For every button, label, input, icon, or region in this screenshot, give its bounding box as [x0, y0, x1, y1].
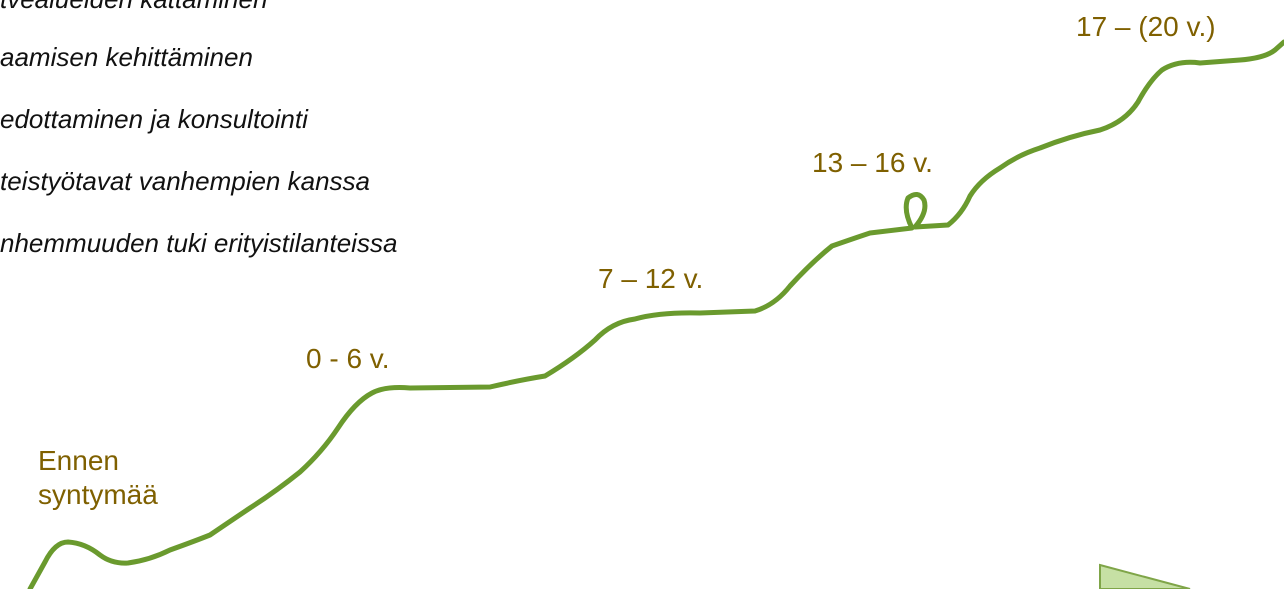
- stage-label: 13 – 16 v.: [812, 146, 933, 180]
- list-item: edottaminen ja konsultointi: [0, 104, 308, 134]
- stage-label: 7 – 12 v.: [598, 262, 703, 296]
- list-item: aamisen kehittäminen: [0, 42, 253, 72]
- life-path-curve: [27, 39, 1284, 589]
- list-item: teistyötavat vanhempien kanssa: [0, 166, 370, 196]
- stage-label-line: syntymää: [38, 479, 158, 510]
- arrow-shape: [1099, 563, 1191, 589]
- list-item: nhemmuuden tuki erityistilanteissa: [0, 228, 398, 258]
- list-item: tvealueiden kattaminen: [0, 0, 267, 15]
- stage-label-line: 7 – 12 v.: [598, 263, 704, 294]
- stage-label: Ennen syntymää: [38, 444, 158, 512]
- stage-label: 17 – (20 v.): [1076, 10, 1216, 44]
- stage-label-line: 13 – 16 v.: [812, 147, 933, 178]
- stage-label: 0 - 6 v.: [306, 342, 390, 376]
- stage-label-line: 17 – (20 v.): [1076, 11, 1216, 42]
- stage-label-line: 0 - 6 v.: [306, 343, 390, 374]
- stage-label-line: Ennen: [38, 445, 119, 476]
